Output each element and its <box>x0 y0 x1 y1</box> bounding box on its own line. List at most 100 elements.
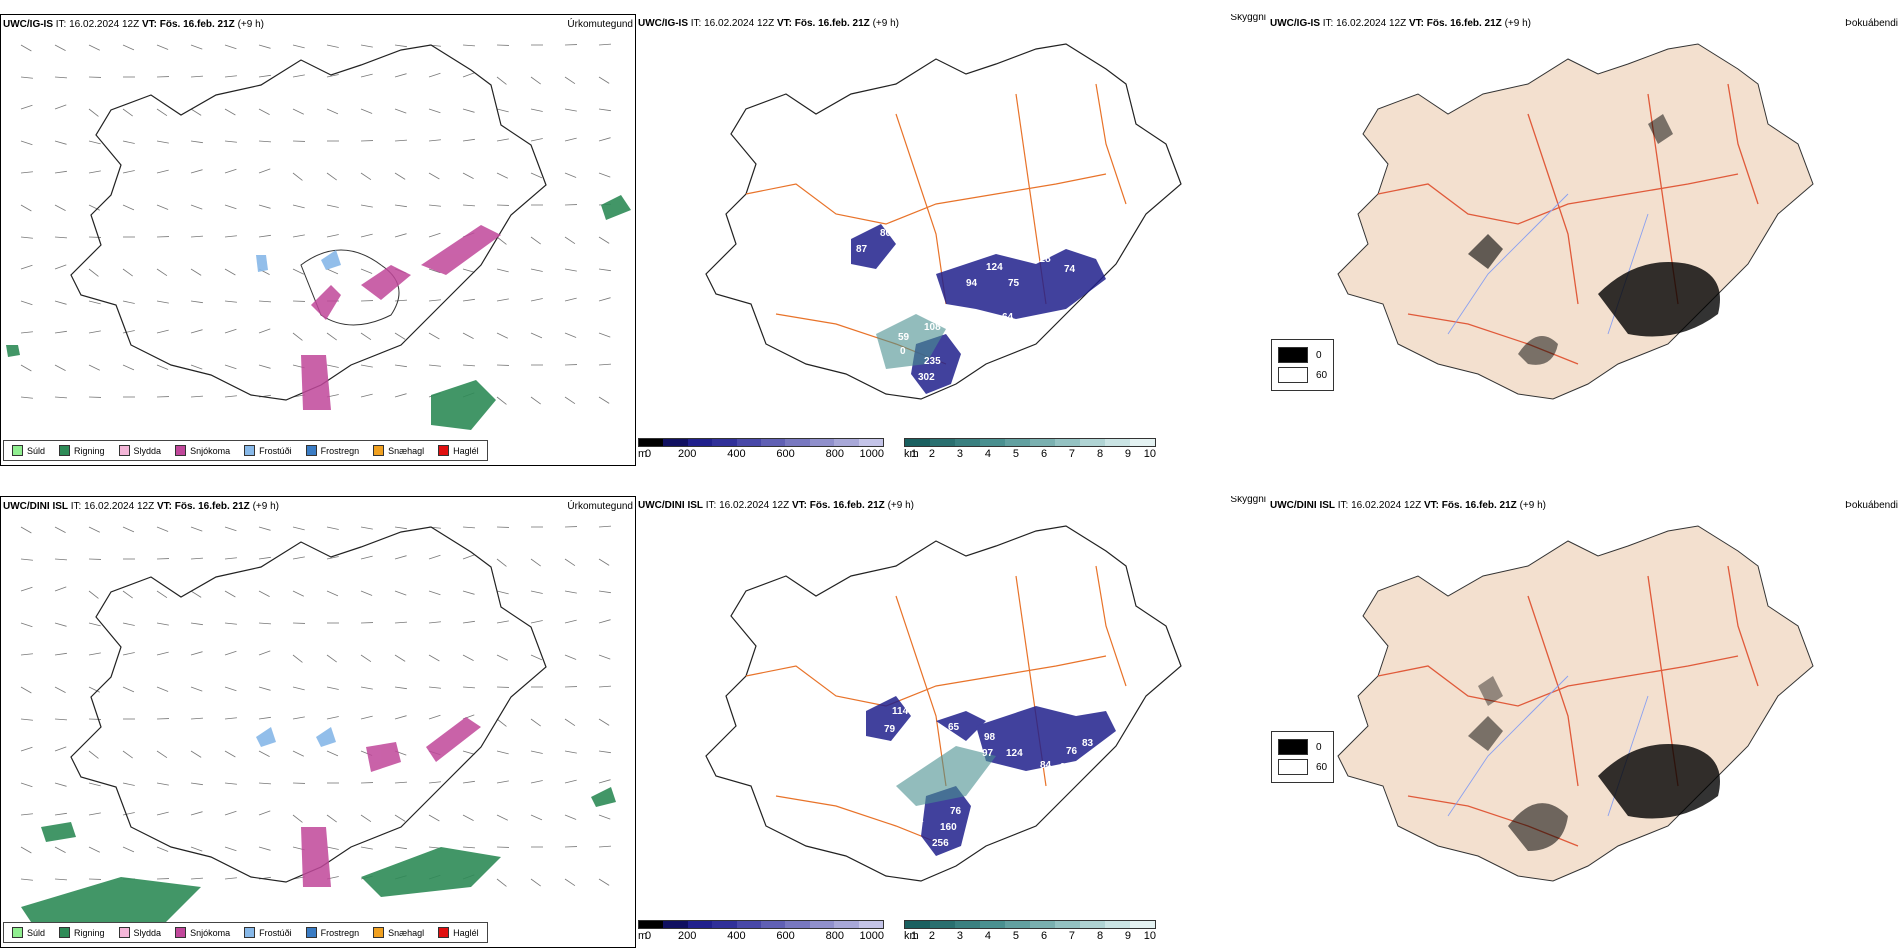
wind-barb <box>564 750 577 754</box>
wind-barb <box>20 396 33 399</box>
wind-barb <box>326 526 339 530</box>
wind-barb <box>122 268 133 277</box>
colorbar-bin <box>712 921 737 928</box>
wind-barb <box>564 172 577 178</box>
wind-barb <box>224 140 237 143</box>
panel-header: UWC/IG-IS IT: 16.02.2024 12Z VT: Fös. 16… <box>1270 18 1898 29</box>
wind-barb <box>360 73 373 78</box>
colorbar-bin <box>955 439 980 446</box>
wind-barb <box>564 779 577 784</box>
colorbar-bin <box>1030 439 1055 446</box>
wind-barb <box>598 590 611 594</box>
wind-barb <box>360 204 373 208</box>
model-name: UWC/DINI ISL <box>1270 500 1335 511</box>
wind-barb <box>88 590 99 599</box>
wind-barb <box>360 846 373 850</box>
wind-barb <box>224 750 236 758</box>
wind-barb <box>258 44 271 49</box>
wind-barb <box>258 300 271 303</box>
wind-barb <box>428 781 441 784</box>
wind-barb <box>224 526 237 532</box>
wind-barb <box>224 268 236 276</box>
wind-barb <box>394 781 407 784</box>
wind-barb <box>156 108 168 117</box>
wind-barb <box>88 204 100 211</box>
legend-item: Súld <box>12 927 45 938</box>
wind-barb <box>54 140 67 145</box>
colorbar-bin <box>736 439 762 446</box>
wind-barb <box>88 268 99 277</box>
wind-barb <box>530 654 543 661</box>
wind-barb <box>190 140 203 144</box>
wind-barb <box>428 204 441 207</box>
svg-text:108: 108 <box>924 322 941 333</box>
colorbar-tick: 800 <box>825 930 844 942</box>
panel-header: UWC/DINI ISL IT: 16.02.2024 12Z VT: Fös.… <box>3 501 633 512</box>
wind-barb <box>190 590 202 598</box>
colorbar-unit: m <box>638 930 648 942</box>
colorbar-tick: 10 <box>1143 930 1156 942</box>
wind-barb <box>326 716 339 720</box>
colorbar-tick: 10 <box>1143 448 1156 460</box>
panel-header: UWC/DINI ISL IT: 16.02.2024 12Z VT: Fös.… <box>638 496 1266 511</box>
wind-barb <box>496 332 508 339</box>
wind-barb <box>360 268 373 274</box>
legend-item: Slydda <box>118 445 161 456</box>
wind-barb <box>258 234 271 238</box>
wind-barb <box>564 396 576 405</box>
colorbar-bin <box>858 921 884 928</box>
wind-barb <box>20 236 33 239</box>
wind-barb <box>462 364 475 367</box>
colorbar-bin <box>663 439 688 446</box>
colorbar-bin <box>1030 921 1055 928</box>
wind-barb <box>54 686 66 693</box>
wind-barb <box>224 364 237 370</box>
wind-barb <box>292 268 304 275</box>
wind-barb <box>530 750 543 754</box>
wind-barb <box>326 590 339 597</box>
wind-barb <box>20 204 32 212</box>
wind-barb <box>258 650 271 656</box>
wind-barb <box>496 718 507 727</box>
wind-barb <box>598 718 610 726</box>
legend-item: Snæhagl <box>373 927 424 938</box>
road-network <box>745 565 1127 847</box>
wind-barb <box>598 396 610 404</box>
legend-item: Frostregn <box>305 927 359 938</box>
wind-barb <box>394 204 407 208</box>
model-name: UWC/DINI ISL <box>3 501 68 512</box>
wind-barb <box>530 814 543 821</box>
wind-barb <box>496 780 509 784</box>
wind-barb <box>496 298 509 302</box>
colorbar-tick: 7 <box>1068 448 1076 460</box>
wind-barb <box>394 393 407 398</box>
colorbar-bin <box>1055 921 1080 928</box>
wind-barb <box>360 364 373 368</box>
colorbar-bin <box>1080 921 1105 928</box>
wind-barb <box>428 621 441 624</box>
svg-text:302: 302 <box>918 372 935 383</box>
wind-barb <box>156 526 169 532</box>
wind-barb <box>88 300 101 305</box>
wind-barb <box>54 558 67 561</box>
svg-text:131: 131 <box>918 228 935 239</box>
wind-barb <box>394 686 407 690</box>
init-time: 16.02.2024 12Z <box>84 501 155 512</box>
wind-barb <box>190 235 203 238</box>
wind-barb <box>462 204 475 207</box>
wind-barb <box>598 878 610 886</box>
wind-barb <box>564 878 576 887</box>
wind-barb <box>326 268 339 275</box>
wind-barb <box>598 76 610 84</box>
wind-barb <box>54 204 66 211</box>
wind-barb <box>224 650 237 656</box>
svg-text:76: 76 <box>1066 746 1078 757</box>
wind-barb <box>462 654 474 661</box>
wind-barb <box>190 811 203 816</box>
wind-barb <box>20 878 33 881</box>
wind-barb <box>54 878 67 881</box>
wind-barb <box>394 715 407 720</box>
wind-barb <box>190 622 203 626</box>
wind-barb <box>122 140 135 144</box>
wind-barb <box>428 554 441 560</box>
